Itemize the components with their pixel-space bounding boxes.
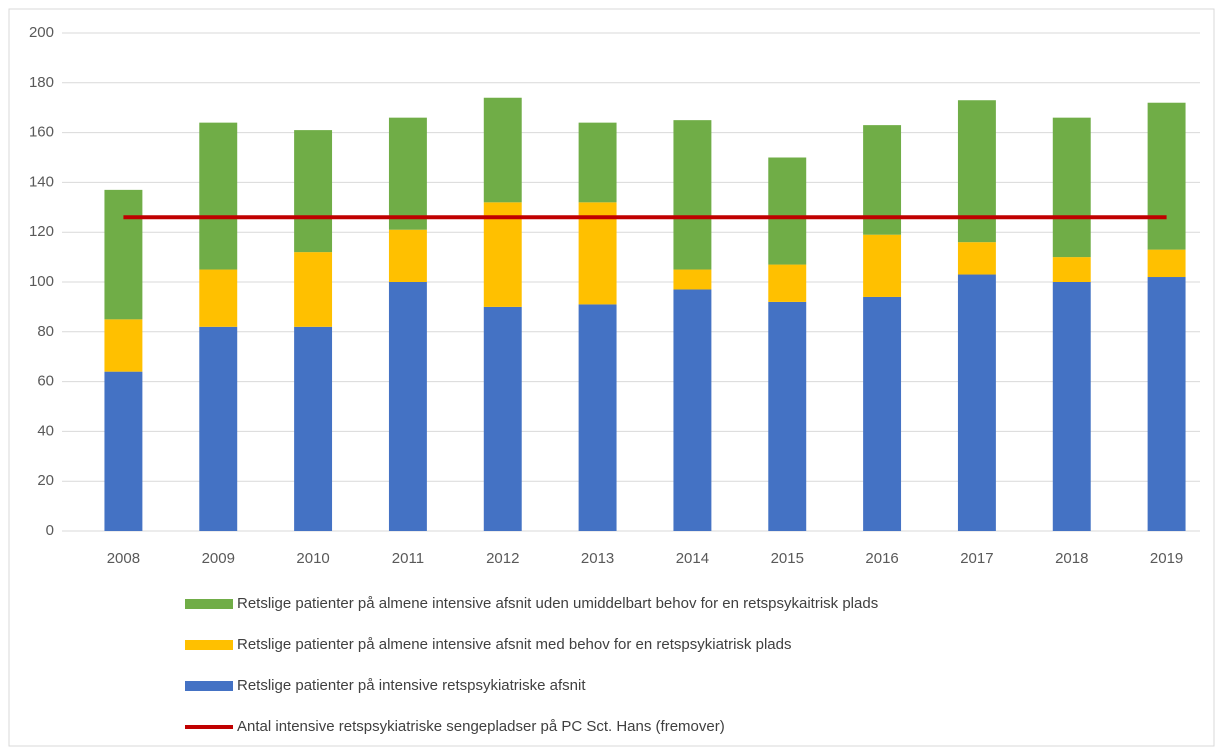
x-tick-label: 2016 [865,550,898,567]
bar-segment [673,289,712,531]
bar-segment [957,274,996,531]
bar-segment [388,282,427,531]
bar-segment [1147,102,1186,250]
y-tick-label: 20 [37,472,54,489]
bar-segment [199,326,238,531]
bar-segment [199,122,238,270]
x-tick-label: 2014 [676,550,709,567]
legend-label: Retslige patienter på almene intensive a… [237,595,878,612]
bar-segment [294,326,333,531]
legend-label: Antal intensive retspsykiatriske sengepl… [237,718,725,735]
bar-segment [199,269,238,327]
x-tick-label: 2018 [1055,550,1088,567]
legend-label: Retslige patienter på almene intensive a… [237,636,791,653]
bar-segment [483,97,522,203]
bar-segment [768,264,807,302]
y-tick-label: 100 [29,273,54,290]
bar-segment [768,157,807,265]
bar-segment [1147,249,1186,278]
bar-segment [863,296,902,531]
y-tick-label: 200 [29,24,54,41]
x-tick-label: 2011 [392,550,424,567]
bar-segment [578,122,617,203]
bar-segment [863,234,902,297]
y-tick-label: 140 [29,173,54,190]
bar-segment [957,100,996,243]
y-tick-label: 0 [46,522,54,539]
bar-segment [1052,117,1091,258]
bar-segment [578,304,617,531]
x-tick-label: 2017 [960,550,993,567]
bar-segment [104,189,143,320]
bar-segment [104,371,143,531]
bar-segment [388,117,427,230]
bar-segment [388,229,427,282]
bar-segment [294,130,333,253]
y-tick-label: 60 [37,373,54,390]
bar-segment [673,120,712,270]
bar-segment [957,242,996,275]
x-tick-label: 2013 [581,550,614,567]
bar-segment [1052,282,1091,531]
legend-swatch [185,681,233,691]
y-tick-label: 180 [29,74,54,91]
y-tick-label: 40 [37,422,54,439]
legend-swatch [185,599,233,609]
x-tick-label: 2008 [107,550,140,567]
bar-segment [104,319,143,372]
bar-segment [673,269,712,290]
legend-swatch [185,640,233,650]
legend-label: Retslige patienter på intensive retspsyk… [237,677,586,694]
y-tick-label: 80 [37,323,54,340]
bar-segment [483,202,522,307]
bar-segment [294,252,333,327]
x-tick-label: 2012 [486,550,519,567]
x-tick-label: 2009 [202,550,235,567]
bar-segment [1147,277,1186,531]
x-tick-label: 2019 [1150,550,1183,567]
y-tick-label: 120 [29,223,54,240]
x-tick-label: 2010 [296,550,329,567]
bar-segment [1052,257,1091,282]
bar-segment [768,301,807,531]
x-tick-label: 2015 [771,550,804,567]
bar-segment [578,202,617,305]
y-tick-label: 160 [29,124,54,141]
bar-segment [483,306,522,531]
